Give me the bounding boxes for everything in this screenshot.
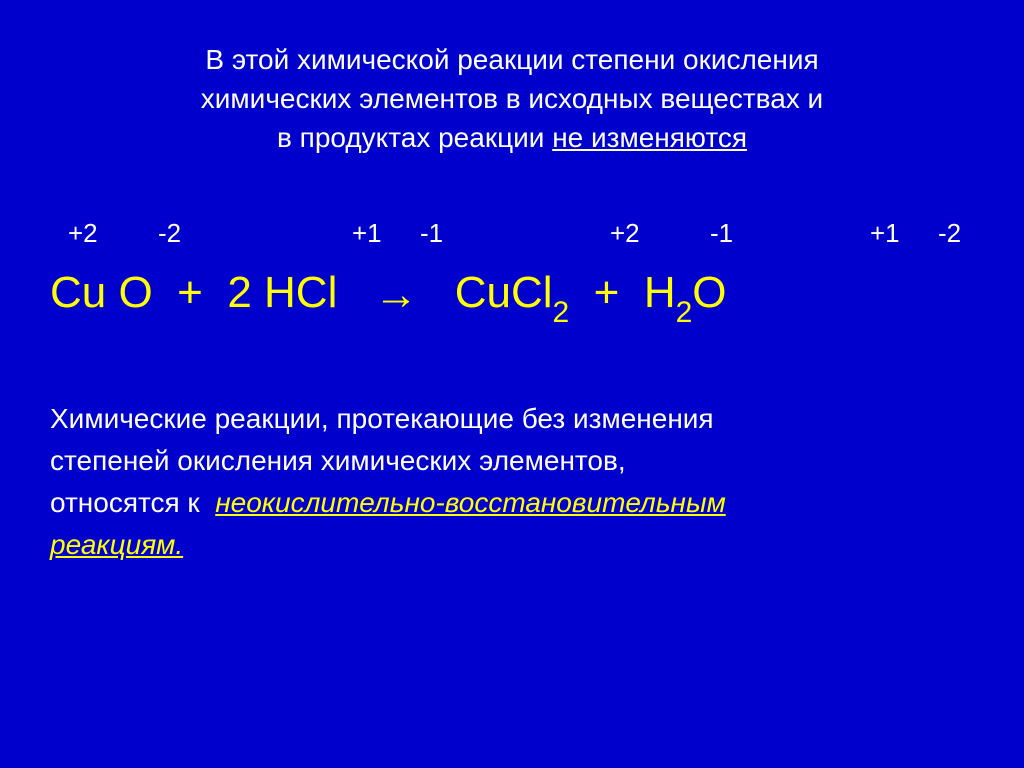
eq-cu: Cu — [50, 268, 106, 318]
ox-o-2: -2 — [938, 218, 961, 249]
eq-arrow-gap-r — [418, 268, 455, 318]
intro-paragraph: В этой химической реакции степени окисле… — [50, 40, 974, 158]
eq-h2: H — [644, 268, 676, 318]
eq-plus1: + — [153, 268, 228, 318]
conclusion-line-3a: относятся к — [50, 487, 215, 518]
intro-line-1: В этой химической реакции степени окисле… — [205, 44, 818, 75]
equation-formula: Cu O + 2 HCl → CuCl2 + H2O — [50, 268, 974, 325]
ox-h-2: +1 — [870, 218, 900, 249]
ox-h-1: +1 — [352, 218, 382, 249]
arrow-icon: → — [374, 270, 418, 320]
eq-sub1: 2 — [553, 296, 570, 329]
ox-cu-1: +2 — [68, 218, 98, 249]
conclusion-highlight-1: неокислительно-восстановительным — [215, 487, 726, 518]
eq-cl: Cl — [296, 268, 338, 318]
ox-cu-2: +2 — [610, 218, 640, 249]
intro-line-3b: не изменяются — [552, 122, 747, 153]
conclusion-paragraph: Химические реакции, протекающие без изме… — [50, 398, 974, 566]
eq-cu2: Cu — [455, 268, 511, 318]
eq-sub2: 2 — [676, 296, 693, 329]
eq-coeff: 2 — [227, 268, 264, 318]
eq-o2: O — [692, 268, 726, 318]
eq-arrow-gap-l — [337, 268, 374, 318]
eq-o: O — [118, 268, 152, 318]
eq-gap — [106, 268, 118, 318]
eq-h: H — [264, 268, 296, 318]
eq-cl2: Cl — [511, 268, 553, 318]
conclusion-highlight-2: реакциям. — [50, 529, 183, 560]
chemical-equation: +2 -2 +1 -1 +2 -1 +1 -2 Cu O + 2 HCl → C… — [50, 218, 974, 338]
eq-plus2: + — [569, 268, 644, 318]
ox-cl-1: -1 — [420, 218, 443, 249]
intro-line-2: химических элементов в исходных вещества… — [201, 83, 823, 114]
ox-o-1: -2 — [158, 218, 181, 249]
conclusion-line-1: Химические реакции, протекающие без изме… — [50, 403, 714, 434]
intro-line-3a: в продуктах реакции — [277, 122, 552, 153]
ox-cl-2: -1 — [710, 218, 733, 249]
conclusion-line-2: степеней окисления химических элементов, — [50, 445, 626, 476]
